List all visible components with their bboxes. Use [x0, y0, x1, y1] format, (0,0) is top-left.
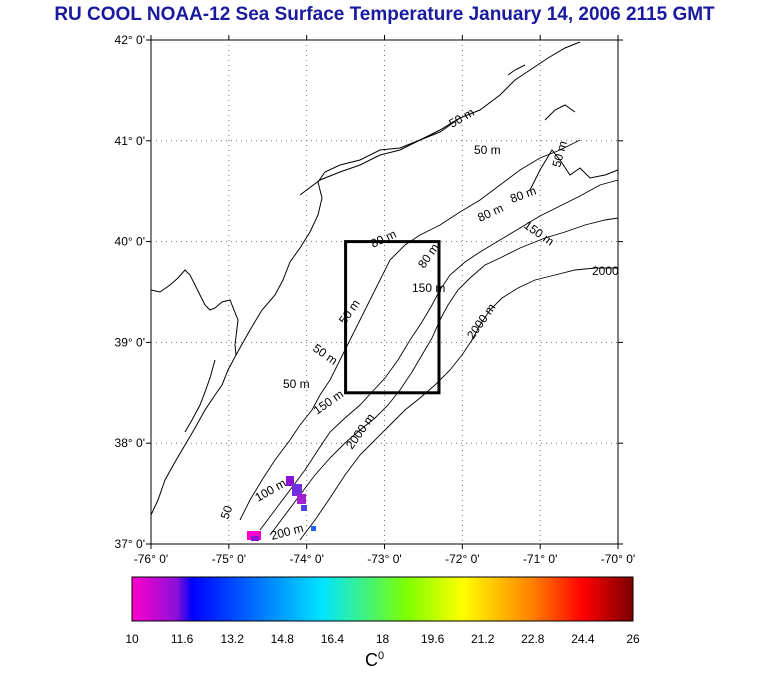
contour-label: 50 m: [549, 139, 569, 168]
colorbar-labels: 10 11.6 13.2 14.8 16.4 18 19.6 21.2 22.8…: [125, 632, 640, 646]
lon-label: -72° 0': [445, 552, 479, 566]
lat-label: 39° 0': [115, 335, 145, 349]
sst-patch: [301, 505, 307, 511]
colorbar-tick-label: 18: [376, 632, 390, 646]
lat-label: 38° 0': [115, 436, 145, 450]
coastline: [150, 41, 619, 516]
colorbar: [131, 576, 634, 622]
colorbar-unit: C0: [365, 650, 384, 671]
contour-label: 50 m: [283, 377, 310, 391]
sst-patch: [286, 476, 294, 486]
sst-patch: [251, 536, 259, 541]
colorbar-tick-label: 21.2: [471, 632, 495, 646]
sst-patch: [292, 484, 302, 496]
latitude-labels: 42° 0' 41° 0' 40° 0' 39° 0' 38° 0' 37° 0…: [115, 33, 145, 551]
colorbar-tick-label: 16.4: [321, 632, 345, 646]
bathymetry-contours: [239, 139, 619, 541]
colorbar-unit-superscript: 0: [378, 650, 385, 662]
colorbar-tick-label: 11.6: [171, 632, 194, 646]
lon-label: -74° 0': [289, 552, 323, 566]
colorbar-tick-label: 22.8: [521, 632, 545, 646]
lon-label: -73° 0': [367, 552, 401, 566]
longitude-labels: -76° 0' -75° 0' -74° 0' -73° 0' -72° 0' …: [134, 552, 635, 566]
colorbar-tick-label: 19.6: [421, 632, 445, 646]
colorbar-unit-base: C: [365, 650, 378, 670]
lon-label: -76° 0': [134, 552, 168, 566]
contour-label: 150 m: [412, 281, 445, 295]
lat-label: 37° 0': [115, 537, 145, 551]
contour-label: 50 m: [474, 143, 501, 157]
contour-label: 50: [218, 503, 236, 521]
study-area-box: [344, 240, 441, 395]
colorbar-tick-label: 14.8: [271, 632, 295, 646]
colorbar-tick-label: 13.2: [221, 632, 245, 646]
lon-label: -71° 0': [523, 552, 557, 566]
sst-patch: [247, 531, 261, 540]
lon-label: -70° 0': [601, 552, 635, 566]
sst-patch: [297, 494, 306, 504]
lat-label: 41° 0': [115, 134, 145, 148]
lat-label: 40° 0': [115, 235, 145, 249]
sst-data-patches: [247, 476, 316, 541]
contour-label: 2000: [592, 264, 619, 278]
lon-label: -75° 0': [212, 552, 246, 566]
colorbar-tick-label: 10: [125, 632, 139, 646]
colorbar-tick-label: 24.4: [571, 632, 595, 646]
map-title: RU COOL NOAA-12 Sea Surface Temperature …: [54, 4, 715, 25]
map-grid: [146, 35, 623, 549]
lat-label: 42° 0': [115, 33, 145, 47]
colorbar-tick-label: 26: [626, 632, 640, 646]
sst-patch: [311, 526, 316, 531]
